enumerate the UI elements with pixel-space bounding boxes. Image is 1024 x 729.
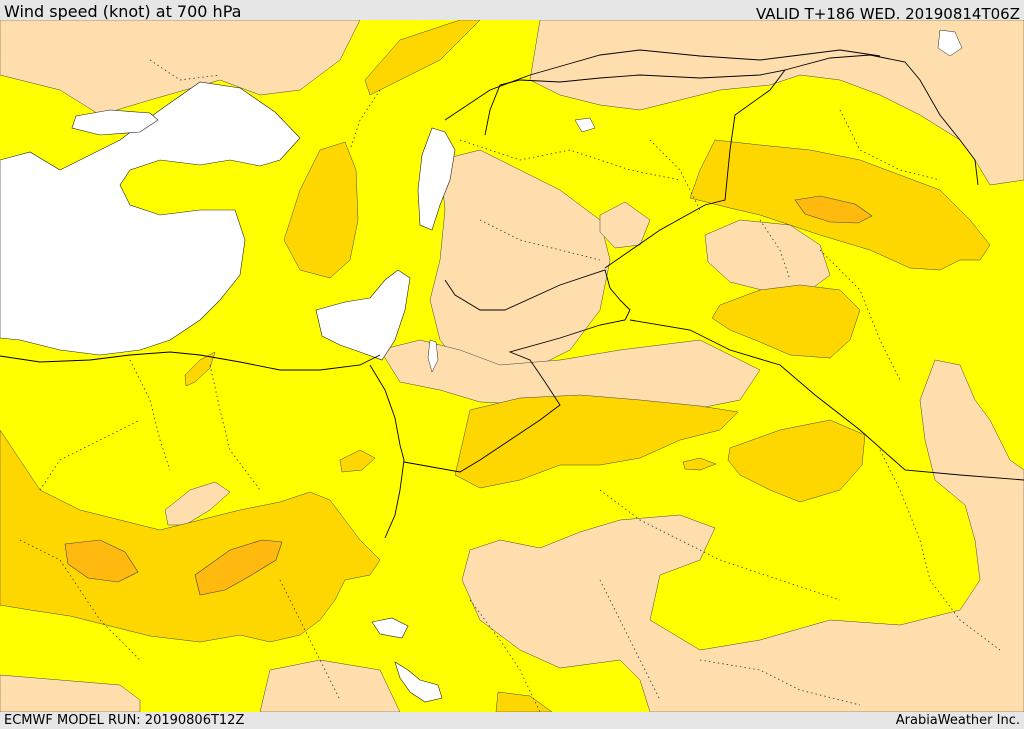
province-boundaries — [19, 59, 1001, 712]
valid-time: VALID T+186 WED. 20190814T06Z — [755, 5, 1020, 23]
model-run: ECMWF MODEL RUN: 20190806T12Z — [4, 713, 245, 728]
country-borders — [0, 49, 1024, 539]
map-title: Wind speed (knot) at 700 hPa — [4, 2, 242, 21]
sea-areas — [0, 81, 456, 703]
lakes — [427, 29, 963, 373]
calm-wind-zones — [0, 20, 1024, 712]
strong-wind-zones — [64, 195, 873, 596]
header-bar: Wind speed (knot) at 700 hPa VALID T+186… — [0, 0, 1024, 23]
wind-speed-map — [0, 20, 1024, 712]
footer-bar: ECMWF MODEL RUN: 20190806T12Z ArabiaWeat… — [0, 712, 1024, 729]
credit: ArabiaWeather Inc. — [895, 713, 1020, 728]
